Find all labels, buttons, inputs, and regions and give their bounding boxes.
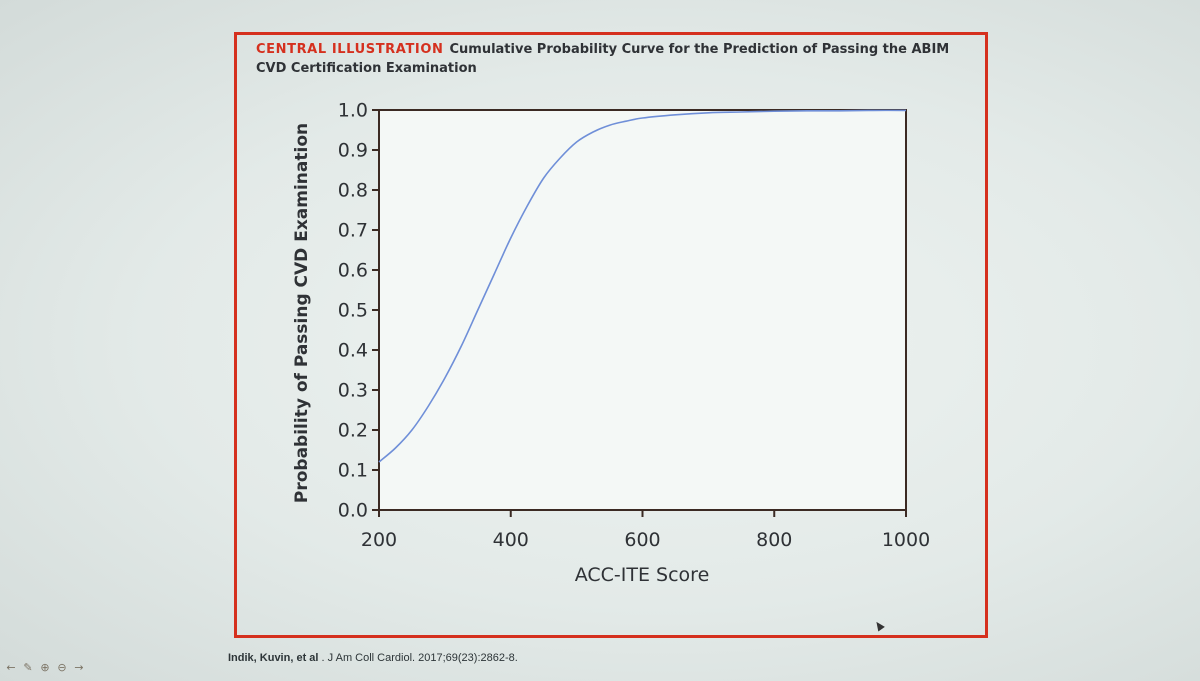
illustration-frame	[234, 32, 988, 638]
y-tick-label: 0.3	[338, 380, 368, 402]
plot-area	[378, 109, 907, 511]
y-tick-label: 1.0	[338, 100, 368, 122]
citation-authors: Indik, Kuvin, et al	[228, 652, 319, 664]
y-tick-label: 0.5	[338, 300, 368, 322]
x-axis-ticks: 200 400 600 800 1000	[361, 510, 930, 551]
x-tick-label: 600	[624, 529, 660, 551]
heading-title: Cumulative Probability Curve for the Pre…	[256, 42, 950, 76]
x-tick-label: 200	[361, 529, 397, 551]
y-tick-label: 0.6	[338, 260, 368, 282]
zoom-in-icon[interactable]: ⊕	[40, 661, 50, 674]
illustration-heading: CENTRAL ILLUSTRATION Cumulative Probabili…	[256, 40, 976, 78]
nav-prev-icon[interactable]: ←	[6, 661, 16, 674]
x-tick-label: 1000	[882, 529, 930, 551]
citation-separator: .	[321, 652, 325, 664]
y-tick-label: 0.7	[338, 220, 368, 242]
slide-navigation-controls: ← ✎ ⊕ ⊖ →	[4, 661, 104, 677]
y-tick-label: 0.8	[338, 180, 368, 202]
x-tick-label: 400	[493, 529, 529, 551]
x-tick-label: 800	[756, 529, 792, 551]
nav-next-icon[interactable]: →	[74, 661, 84, 674]
y-tick-label: 0.9	[338, 140, 368, 162]
citation-journal: J Am Coll Cardiol. 2017;69(23):2862-8.	[327, 652, 518, 664]
y-tick-label: 0.0	[338, 500, 368, 522]
citation: Indik, Kuvin, et al . J Am Coll Cardiol.…	[228, 652, 518, 664]
y-tick-label: 0.4	[338, 340, 368, 362]
pen-tool-icon[interactable]: ✎	[23, 661, 33, 674]
y-axis-label: Probability of Passing CVD Examination	[292, 123, 312, 503]
y-tick-label: 0.1	[338, 460, 368, 482]
heading-lead: CENTRAL ILLUSTRATION	[256, 42, 444, 57]
x-axis-label: ACC-ITE Score	[575, 564, 710, 586]
series-line	[378, 109, 907, 463]
zoom-out-icon[interactable]: ⊖	[57, 661, 67, 674]
y-axis-ticks: 0.0 0.1 0.2 0.3 0.4 0.5 0.6 0.7 0.8 0.9 1.0	[338, 100, 379, 522]
y-tick-label: 0.2	[338, 420, 368, 442]
